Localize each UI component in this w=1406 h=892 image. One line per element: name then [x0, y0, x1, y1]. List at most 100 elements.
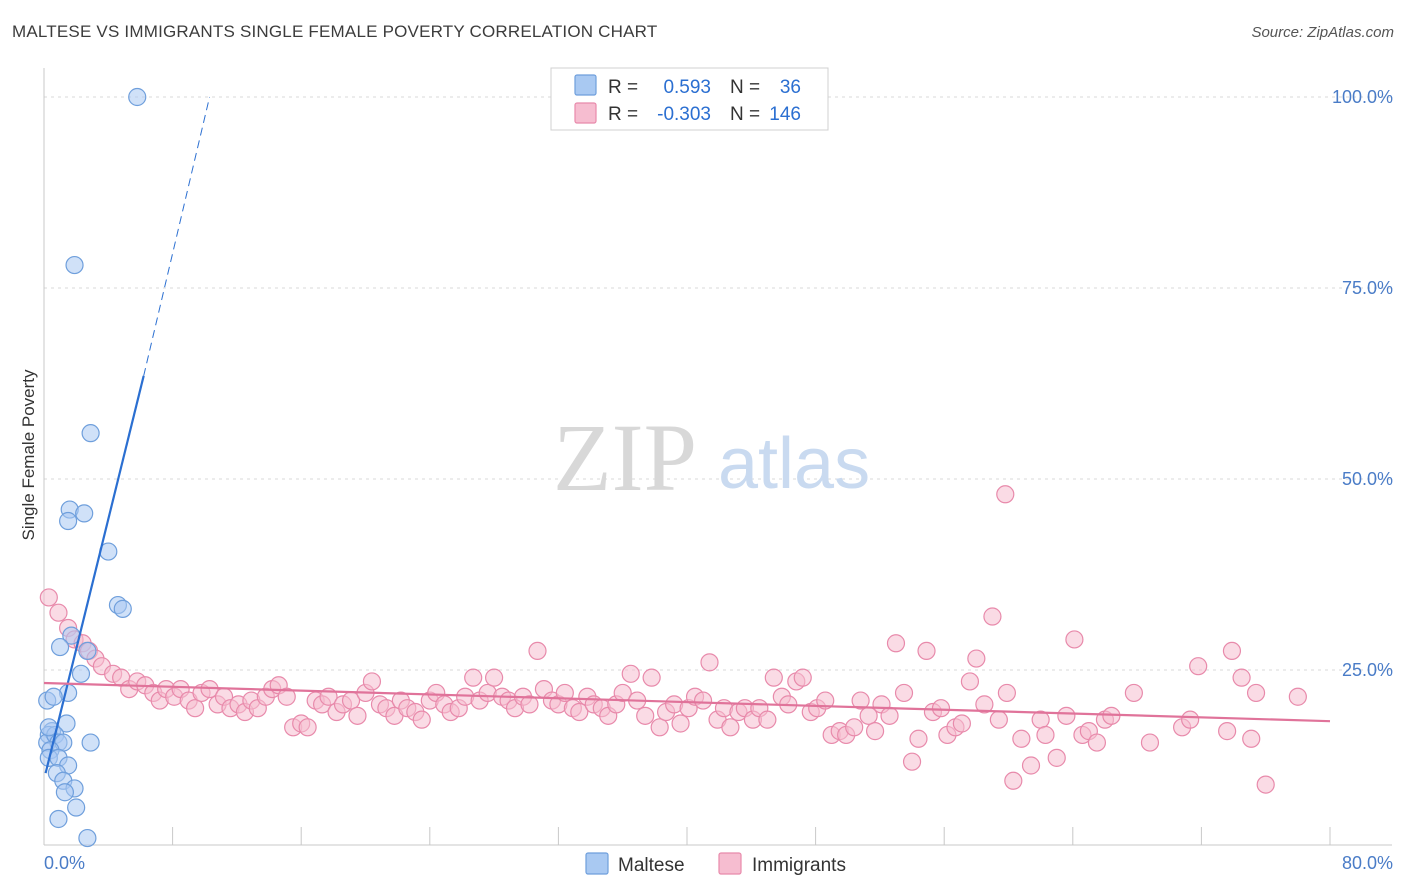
y-tick-label-3: 100.0% — [1332, 87, 1393, 107]
legend-swatch-immigrants — [574, 102, 597, 124]
watermark: ZIP atlas — [553, 404, 870, 511]
legend-n-value-maltese: 36 — [780, 77, 801, 98]
legend-r-value-immigrants: -0.303 — [657, 104, 711, 125]
immigrants-point-133 — [1004, 771, 1023, 790]
bottom-legend-label-maltese[interactable]: Maltese — [618, 855, 685, 876]
axes — [43, 68, 1392, 846]
immigrants-point-1 — [49, 603, 68, 622]
x-tick-label-max: 80.0% — [1342, 853, 1393, 873]
immigrants-point-82 — [636, 706, 655, 725]
grid-lines — [44, 96, 1392, 671]
immigrants-point-156 — [1256, 775, 1275, 794]
immigrants-point-71 — [555, 683, 574, 703]
immigrants-point-120 — [909, 729, 928, 748]
series-legend: Maltese Immigrants — [585, 852, 846, 876]
immigrants-point-0 — [39, 588, 58, 607]
maltese-point-34 — [78, 828, 97, 848]
immigrants-point-128 — [967, 649, 986, 668]
immigrants-point-114 — [865, 722, 885, 741]
maltese-point-1 — [65, 255, 84, 275]
immigrants-point-121 — [917, 641, 936, 661]
immigrants-point-66 — [520, 695, 539, 714]
immigrants-point-117 — [886, 634, 906, 653]
maltese-point-10 — [50, 637, 70, 657]
immigrants-point-126 — [952, 714, 971, 733]
immigrants-point-118 — [894, 683, 914, 703]
immigrants-point-111 — [845, 718, 864, 737]
immigrants-point-158 — [996, 485, 1015, 504]
immigrants-point-80 — [621, 664, 640, 683]
immigrants-point-99 — [758, 710, 777, 729]
immigrants-point-32 — [277, 687, 296, 706]
immigrants-point-129 — [975, 695, 994, 714]
immigrants-point-73 — [570, 702, 589, 722]
immigrants-points — [39, 485, 1307, 794]
maltese-point-11 — [78, 641, 97, 661]
y-tick-labels: 25.0% 50.0% 75.0% 100.0% — [1332, 87, 1393, 680]
immigrants-point-44 — [362, 672, 382, 691]
immigrants-point-152 — [1222, 641, 1242, 661]
immigrants-point-79 — [613, 683, 632, 703]
immigrants-point-119 — [902, 752, 922, 771]
immigrants-point-138 — [1047, 748, 1066, 767]
x-tick-label-min: 0.0% — [44, 853, 85, 873]
immigrants-point-137 — [1036, 725, 1055, 745]
immigrants-point-83 — [642, 668, 661, 687]
immigrants-point-154 — [1242, 729, 1261, 748]
immigrants-point-35 — [298, 718, 317, 737]
bottom-legend-swatch-immigrants[interactable] — [718, 852, 742, 875]
immigrants-point-153 — [1232, 668, 1251, 687]
maltese-point-23 — [81, 733, 100, 752]
watermark-atlas: atlas — [718, 424, 870, 504]
immigrants-point-112 — [851, 691, 870, 710]
immigrants-point-107 — [816, 691, 835, 710]
immigrants-point-84 — [650, 718, 669, 737]
immigrants-point-146 — [1124, 683, 1143, 703]
immigrants-point-127 — [960, 672, 980, 691]
maltese-point-15 — [44, 687, 63, 706]
immigrants-point-91 — [700, 653, 719, 672]
maltese-trend-line — [44, 375, 145, 774]
bottom-legend-swatch-maltese[interactable] — [585, 852, 609, 875]
y-tick-label-0: 25.0% — [1342, 660, 1393, 680]
stats-legend: R = 0.593 N = 36 R = -0.303 N = 146 — [550, 67, 829, 131]
immigrants-point-51 — [412, 710, 431, 729]
trend-lines — [43, 96, 1331, 774]
immigrants-point-42 — [348, 706, 367, 725]
immigrants-trend-line — [43, 681, 1331, 723]
maltese-point-12 — [71, 664, 91, 683]
immigrants-point-140 — [1065, 630, 1084, 649]
immigrants-point-123 — [931, 699, 951, 718]
maltese-point-8 — [113, 599, 132, 618]
maltese-point-0 — [128, 87, 147, 107]
chart-title: MALTESE VS IMMIGRANTS SINGLE FEMALE POVE… — [12, 22, 658, 41]
immigrants-point-151 — [1218, 722, 1237, 741]
maltese-point-4 — [75, 504, 94, 523]
stats-legend-box — [550, 67, 829, 131]
maltese-point-5 — [59, 511, 78, 531]
immigrants-point-130 — [983, 607, 1002, 626]
immigrants-point-58 — [464, 668, 483, 687]
bottom-legend-label-immigrants[interactable]: Immigrants — [752, 855, 846, 876]
immigrants-point-132 — [997, 683, 1016, 703]
immigrants-point-143 — [1087, 733, 1107, 752]
immigrants-point-94 — [721, 718, 740, 737]
immigrants-point-150 — [1189, 657, 1208, 676]
legend-r-label-maltese: R = — [608, 77, 638, 98]
immigrants-point-149 — [1181, 710, 1200, 729]
maltese-point-31 — [55, 783, 74, 802]
immigrants-point-131 — [989, 710, 1008, 729]
immigrants-point-104 — [793, 668, 812, 687]
maltese-points — [38, 87, 147, 848]
immigrants-point-19 — [186, 699, 205, 718]
immigrants-point-157 — [1288, 687, 1307, 706]
immigrants-point-147 — [1140, 733, 1160, 752]
immigrants-point-135 — [1021, 756, 1041, 775]
immigrants-point-155 — [1246, 683, 1266, 703]
maltese-trend-extension — [143, 96, 211, 376]
maltese-point-2 — [81, 424, 100, 443]
immigrants-point-90 — [693, 691, 713, 710]
y-tick-label-2: 75.0% — [1342, 278, 1393, 298]
legend-n-label-immigrants: N = — [730, 104, 760, 125]
legend-swatch-maltese — [574, 74, 597, 96]
